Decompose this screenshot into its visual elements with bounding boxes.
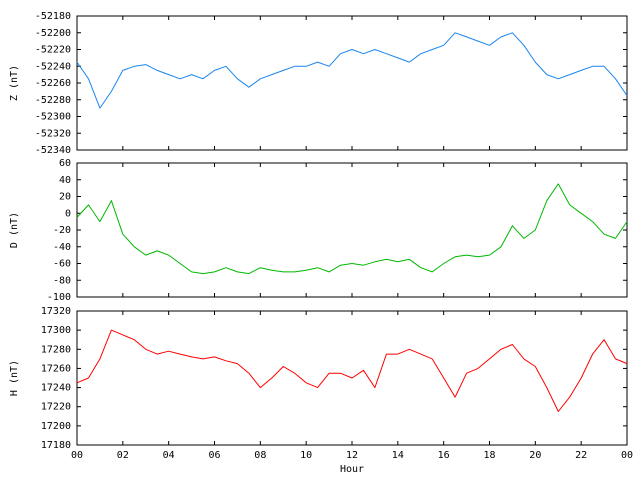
x-tick-label: 16	[438, 450, 450, 461]
x-tick-label: 18	[483, 450, 495, 461]
y-tick-label: 17280	[41, 344, 71, 355]
y-tick-label: 17220	[41, 402, 71, 413]
x-tick-label: 20	[529, 450, 541, 461]
y-tick-label: 17240	[41, 383, 71, 394]
y-tick-label: 40	[59, 175, 71, 186]
y-tick-label: -52200	[35, 28, 71, 39]
x-tick-label: 04	[163, 450, 175, 461]
data-line	[76, 32, 628, 109]
x-axis-label: Hour	[340, 464, 364, 475]
y-tick-label: -80	[53, 275, 71, 286]
y-tick-label: -52240	[35, 61, 71, 72]
x-tick-label: 02	[117, 450, 129, 461]
x-tick-label: 00	[71, 450, 83, 461]
plot-frame	[76, 15, 628, 151]
y-tick-label: 17320	[41, 306, 71, 317]
y-tick-label: -40	[53, 242, 71, 253]
y-tick-label: -52260	[35, 78, 71, 89]
data-line	[76, 183, 628, 275]
y-tick-label: -52180	[35, 11, 71, 22]
y-tick-label: -52220	[35, 45, 71, 56]
y-tick-label: 17300	[41, 325, 71, 336]
x-tick-label: 14	[392, 450, 404, 461]
plot-frame	[76, 162, 628, 298]
y-axis-label: D (nT)	[9, 212, 20, 248]
x-tick-label: 10	[300, 450, 312, 461]
y-tick-label: 17180	[41, 440, 71, 451]
x-tick-label: 08	[254, 450, 266, 461]
y-tick-label: -100	[47, 292, 71, 303]
y-tick-label: -20	[53, 225, 71, 236]
x-tick-label: 06	[208, 450, 220, 461]
y-axis-label: Z (nT)	[9, 65, 20, 101]
y-tick-label: -52300	[35, 112, 71, 123]
data-line	[76, 329, 628, 412]
y-axis-label: H (nT)	[9, 360, 20, 396]
y-tick-label: -52280	[35, 95, 71, 106]
x-tick-label: 12	[346, 450, 358, 461]
y-tick-label: -52320	[35, 128, 71, 139]
y-tick-label: 17260	[41, 363, 71, 374]
y-tick-label: 17200	[41, 421, 71, 432]
x-tick-label: 22	[575, 450, 587, 461]
y-tick-label: -52340	[35, 145, 71, 156]
y-tick-label: 20	[59, 192, 71, 203]
y-tick-label: 60	[59, 158, 71, 169]
y-tick-label: 0	[65, 208, 71, 219]
y-tick-label: -60	[53, 259, 71, 270]
x-tick-label: 00	[621, 450, 633, 461]
